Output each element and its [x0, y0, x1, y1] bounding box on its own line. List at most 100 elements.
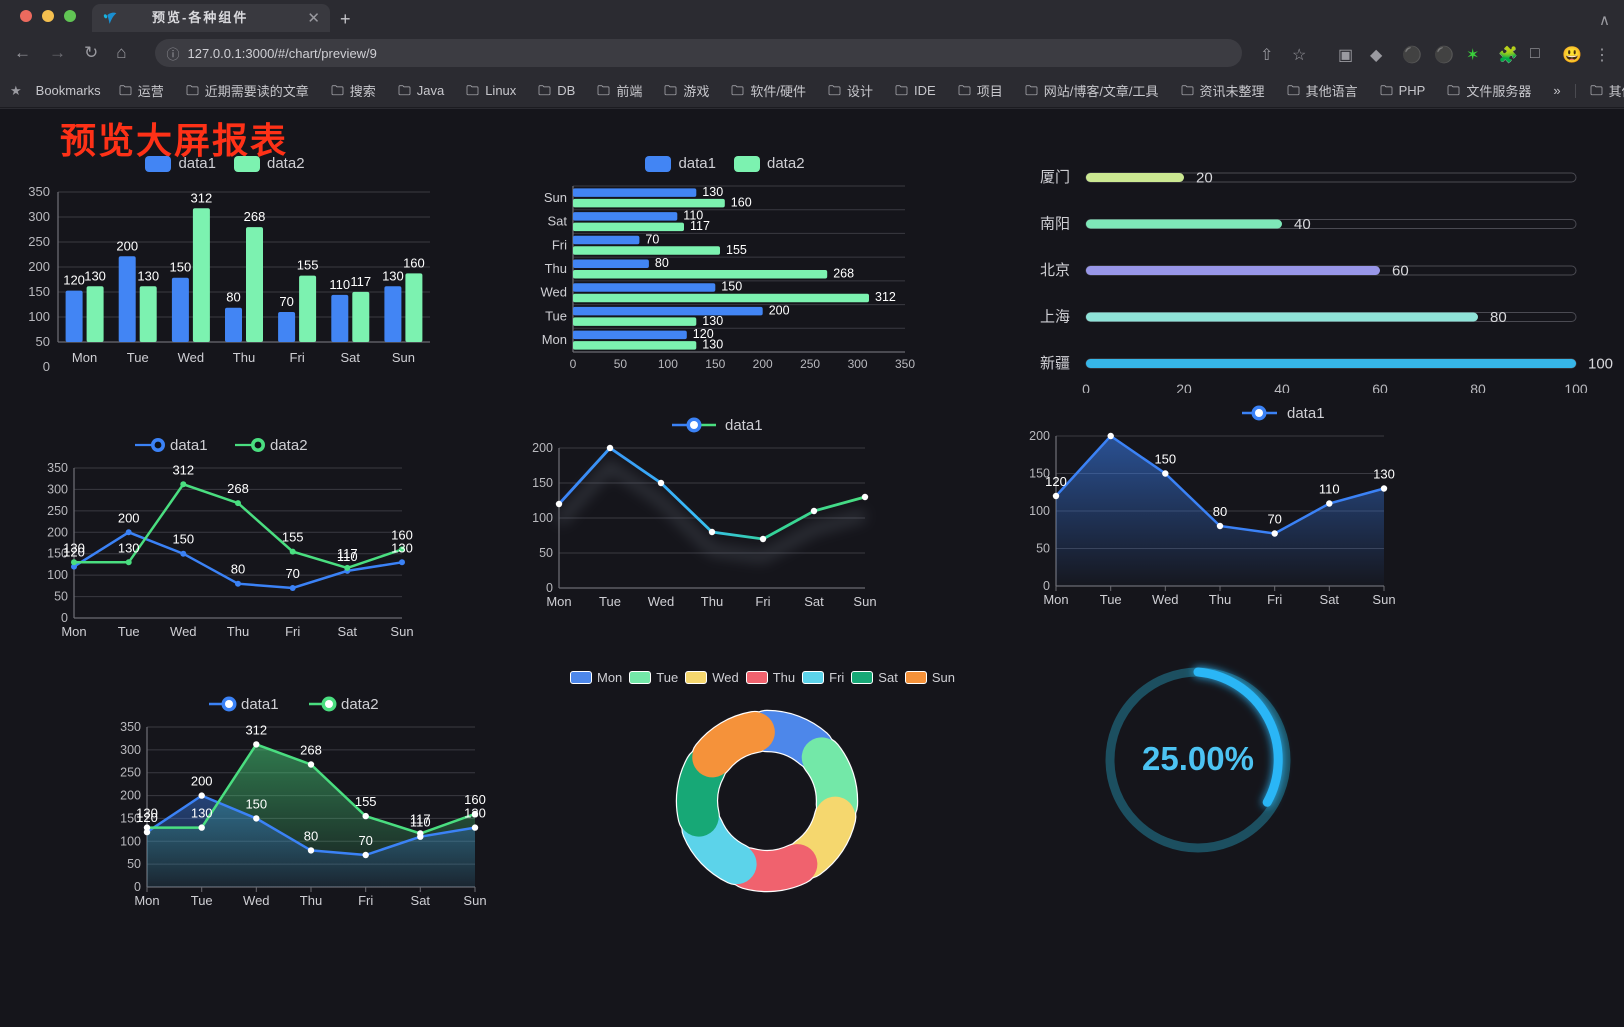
svg-text:300: 300	[848, 357, 868, 371]
svg-text:312: 312	[245, 722, 267, 737]
svg-text:150: 150	[532, 476, 553, 490]
svg-text:Sat: Sat	[338, 624, 358, 639]
svg-text:60: 60	[1372, 381, 1388, 393]
svg-text:50: 50	[54, 590, 68, 604]
svg-text:200: 200	[118, 510, 140, 525]
svg-text:130: 130	[63, 540, 85, 555]
svg-text:北京: 北京	[1040, 262, 1070, 279]
svg-text:200: 200	[116, 238, 138, 253]
svg-text:20: 20	[1196, 170, 1213, 187]
svg-text:350: 350	[28, 184, 50, 199]
svg-text:155: 155	[726, 243, 747, 257]
svg-text:250: 250	[47, 504, 68, 518]
svg-text:40: 40	[1274, 381, 1290, 393]
svg-text:Tue: Tue	[1100, 592, 1122, 607]
svg-text:350: 350	[120, 720, 141, 734]
svg-text:80: 80	[1490, 309, 1507, 326]
svg-text:312: 312	[172, 462, 194, 477]
svg-text:南阳: 南阳	[1040, 216, 1070, 233]
svg-text:100: 100	[47, 568, 68, 582]
svg-text:70: 70	[358, 833, 372, 848]
svg-text:新疆: 新疆	[1040, 355, 1070, 372]
svg-text:250: 250	[120, 766, 141, 780]
svg-text:160: 160	[464, 792, 486, 807]
svg-text:160: 160	[391, 527, 413, 542]
svg-text:80: 80	[1213, 504, 1227, 519]
svg-text:50: 50	[36, 334, 50, 349]
svg-text:155: 155	[355, 794, 377, 809]
svg-text:Mon: Mon	[542, 332, 567, 347]
svg-text:Thu: Thu	[233, 350, 255, 365]
svg-text:Fri: Fri	[285, 624, 300, 639]
svg-text:100: 100	[532, 511, 553, 525]
svg-text:80: 80	[304, 828, 318, 843]
svg-text:70: 70	[1267, 512, 1281, 527]
svg-text:155: 155	[297, 258, 319, 273]
svg-text:Mon: Mon	[546, 594, 571, 609]
svg-text:150: 150	[172, 532, 194, 547]
svg-text:300: 300	[120, 743, 141, 757]
svg-text:Thu: Thu	[1209, 592, 1231, 607]
svg-text:130: 130	[391, 540, 413, 555]
svg-text:Fri: Fri	[290, 350, 305, 365]
svg-text:Sat: Sat	[1320, 592, 1340, 607]
svg-text:25.00%: 25.00%	[1142, 740, 1254, 777]
svg-text:130: 130	[137, 268, 159, 283]
svg-text:Sat: Sat	[411, 893, 431, 908]
svg-text:150: 150	[705, 357, 725, 371]
svg-text:Mon: Mon	[134, 893, 159, 908]
svg-text:Wed: Wed	[243, 893, 269, 908]
svg-text:data1: data1	[170, 437, 208, 454]
svg-text:0: 0	[134, 880, 141, 894]
svg-text:200: 200	[120, 789, 141, 803]
svg-text:117: 117	[350, 274, 371, 289]
svg-text:Fri: Fri	[755, 594, 770, 609]
svg-text:80: 80	[231, 562, 245, 577]
svg-text:110: 110	[329, 277, 350, 292]
svg-text:Tue: Tue	[118, 624, 140, 639]
svg-text:200: 200	[1100, 428, 1122, 429]
svg-text:Sun: Sun	[463, 893, 486, 908]
svg-text:117: 117	[337, 546, 358, 561]
svg-text:data1: data1	[725, 417, 763, 434]
svg-text:250: 250	[28, 234, 50, 249]
svg-text:Sun: Sun	[1372, 592, 1395, 607]
svg-text:Sat: Sat	[341, 350, 361, 365]
svg-text:150: 150	[1154, 452, 1176, 467]
svg-text:200: 200	[532, 441, 553, 455]
svg-text:300: 300	[47, 482, 68, 496]
svg-text:130: 130	[84, 268, 106, 283]
svg-text:120: 120	[63, 273, 85, 288]
svg-text:0: 0	[1043, 579, 1050, 593]
svg-text:Wed: Wed	[648, 594, 675, 609]
svg-text:Sun: Sun	[390, 624, 413, 639]
svg-text:80: 80	[655, 256, 669, 270]
svg-text:data2: data2	[341, 696, 379, 713]
svg-text:250: 250	[800, 357, 820, 371]
svg-text:150: 150	[170, 260, 192, 275]
svg-text:0: 0	[61, 611, 68, 625]
svg-text:300: 300	[28, 209, 50, 224]
svg-text:150: 150	[721, 280, 742, 294]
svg-text:200: 200	[769, 303, 790, 317]
svg-text:Mon: Mon	[72, 350, 97, 365]
svg-text:Thu: Thu	[300, 893, 322, 908]
svg-text:0: 0	[1082, 381, 1090, 393]
svg-text:312: 312	[191, 190, 213, 205]
svg-text:350: 350	[47, 461, 68, 475]
svg-text:Wed: Wed	[1152, 592, 1179, 607]
svg-text:268: 268	[833, 267, 854, 281]
svg-text:Mon: Mon	[1043, 592, 1068, 607]
svg-text:100: 100	[120, 834, 141, 848]
svg-text:Sun: Sun	[392, 350, 415, 365]
svg-text:上海: 上海	[1040, 309, 1070, 326]
svg-text:0: 0	[570, 357, 577, 371]
svg-text:Thu: Thu	[227, 624, 249, 639]
svg-text:268: 268	[300, 743, 322, 758]
svg-text:Fri: Fri	[358, 893, 373, 908]
svg-text:200: 200	[28, 259, 50, 274]
svg-text:Wed: Wed	[170, 624, 197, 639]
svg-text:130: 130	[118, 540, 140, 555]
svg-text:Wed: Wed	[178, 350, 205, 365]
svg-text:50: 50	[127, 857, 141, 871]
